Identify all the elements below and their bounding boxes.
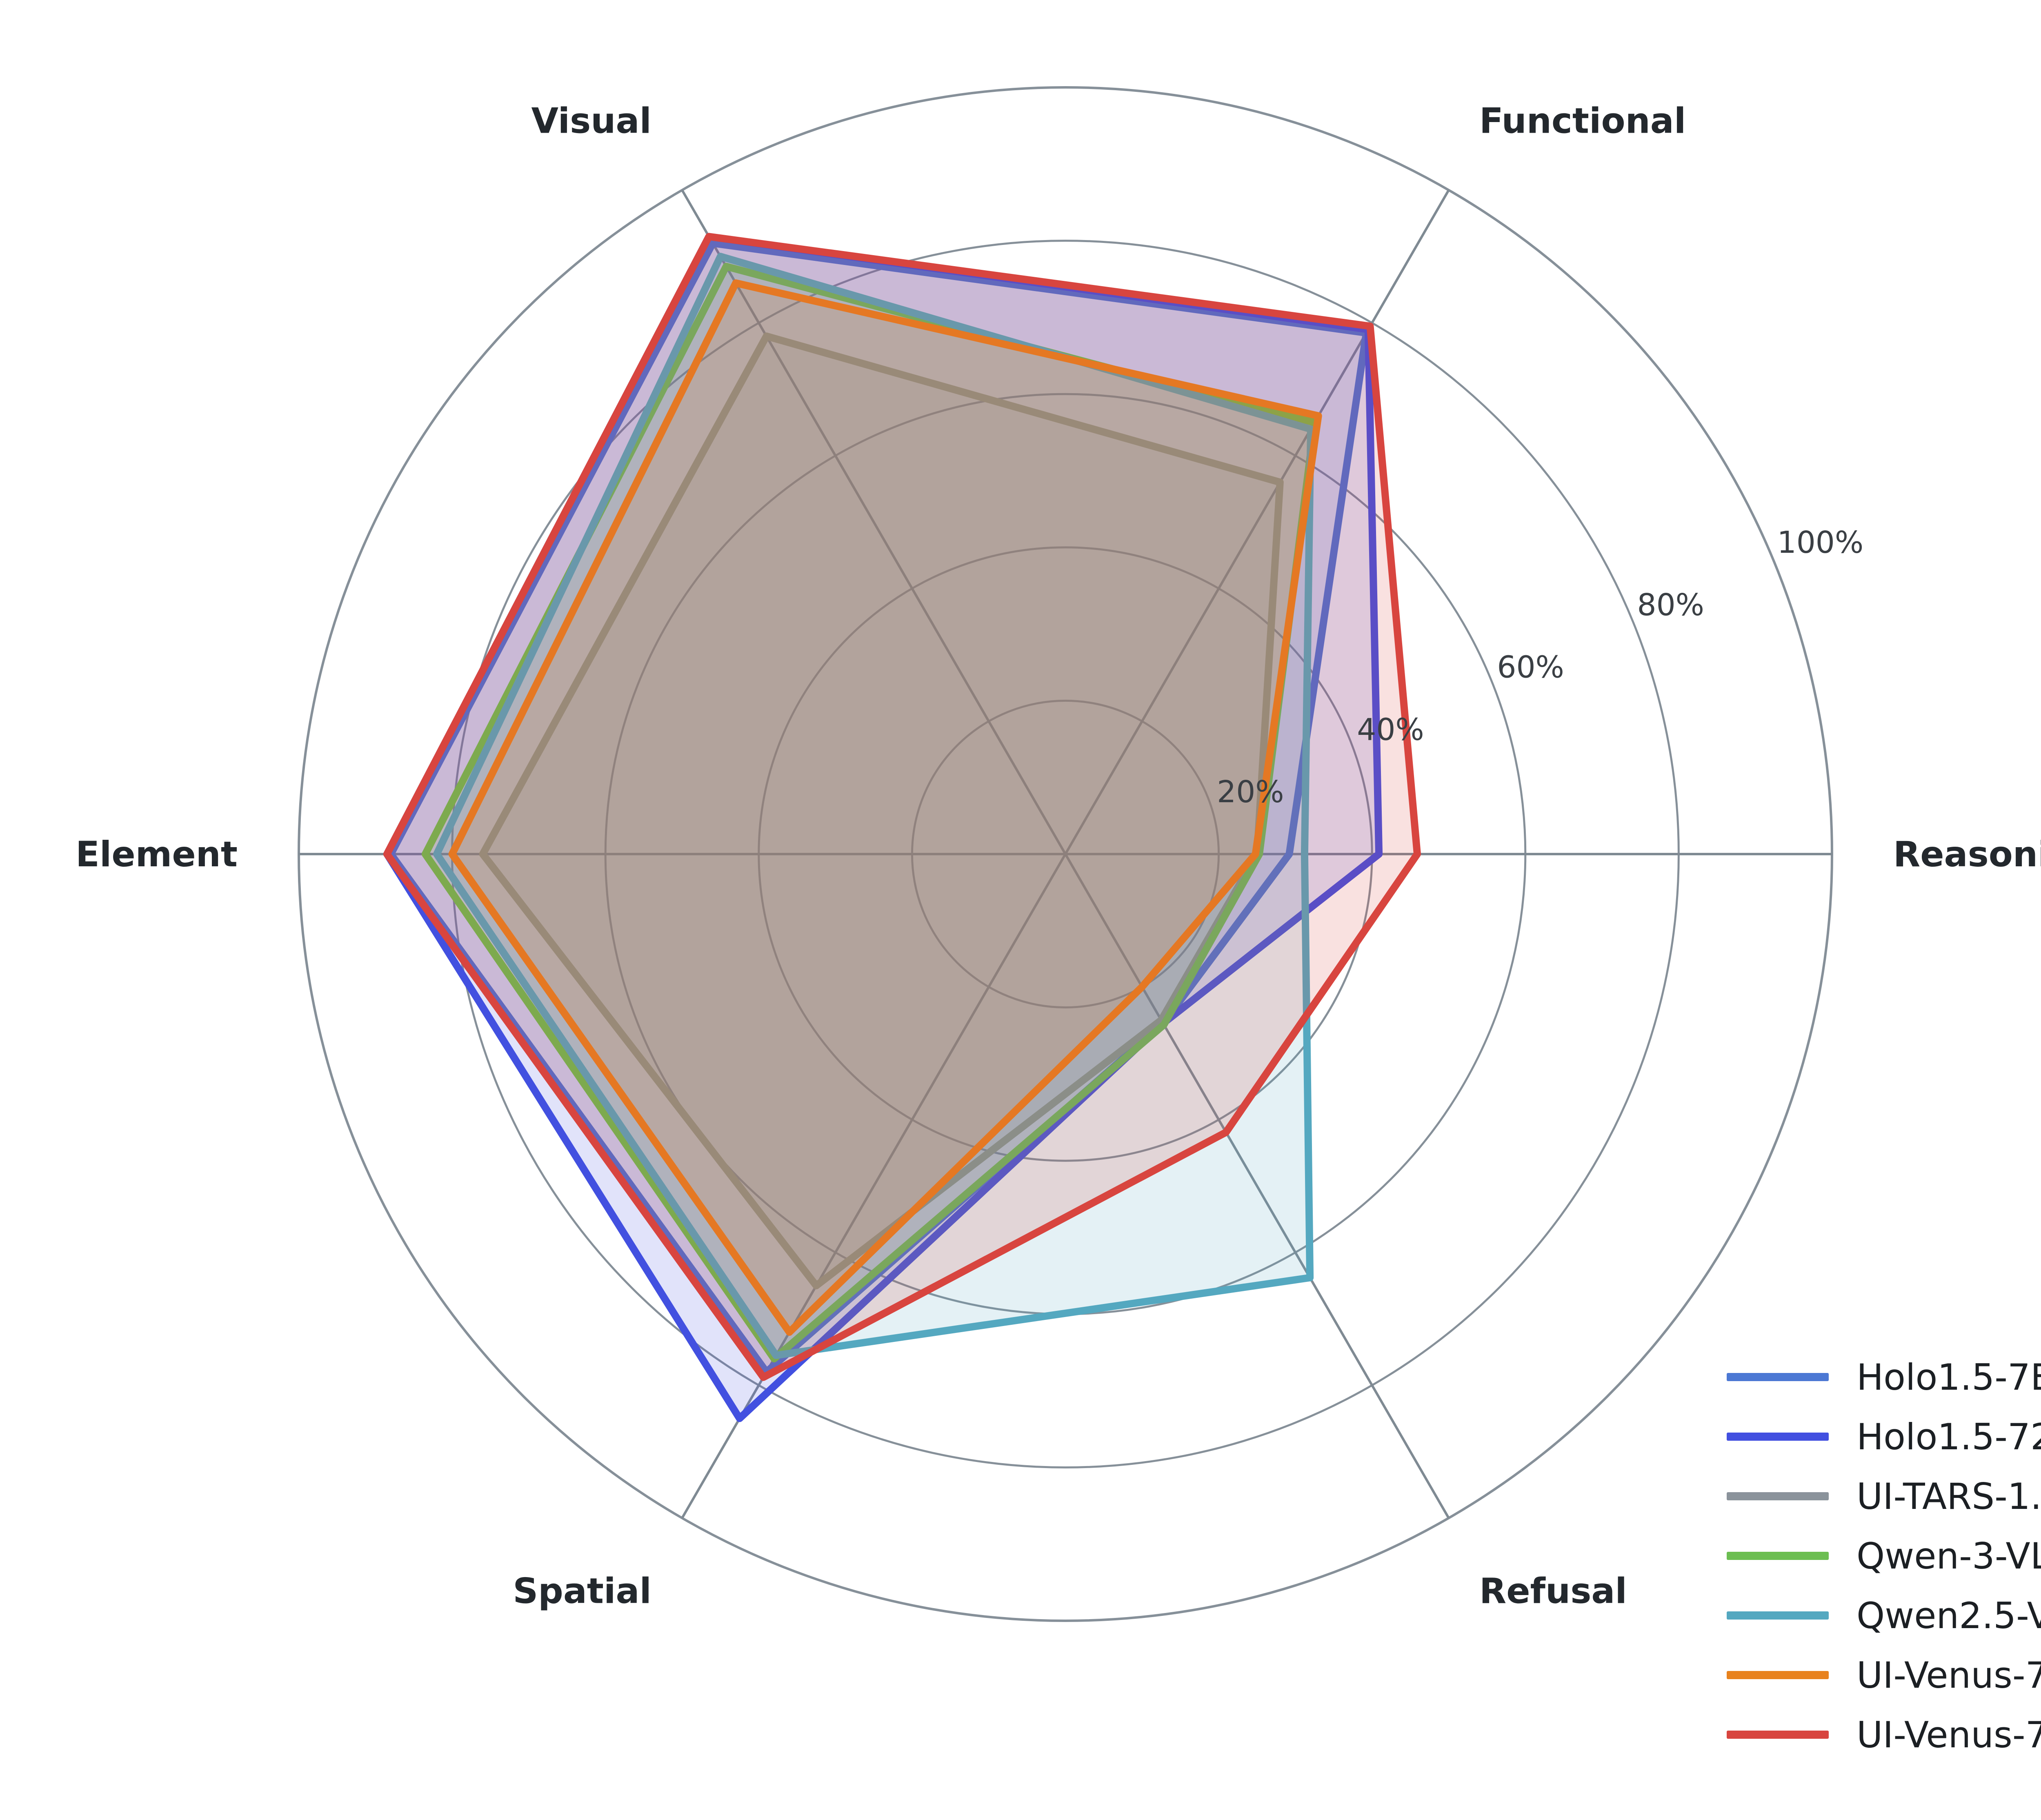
legend-label: UI-Venus-7B bbox=[1856, 1654, 2041, 1696]
axis-label-element: Element bbox=[76, 834, 238, 875]
axis-label-spatial: Spatial bbox=[513, 1571, 651, 1611]
axis-label-reasoning: Reasoning bbox=[1893, 834, 2041, 875]
legend-label: Qwen-3-VL-4B bbox=[1856, 1535, 2041, 1577]
legend-color-swatch bbox=[1727, 1731, 1829, 1739]
series-line bbox=[433, 253, 1314, 1359]
legend-item[interactable]: UI-Venus-72B bbox=[1727, 1705, 2041, 1764]
legend-color-swatch bbox=[1727, 1611, 1829, 1620]
legend-item[interactable]: Holo1.5-7B bbox=[1727, 1347, 2041, 1407]
axis-spokes bbox=[299, 189, 1832, 1519]
legend-color-swatch bbox=[1727, 1433, 1829, 1441]
legend-color-swatch bbox=[1727, 1373, 1829, 1381]
radial-tick-label: 40% bbox=[1357, 712, 1424, 747]
radial-tick-labels: 20% 40% 60% 80% 100% bbox=[1217, 525, 1863, 810]
series-area bbox=[391, 243, 1367, 1372]
legend-label: Holo1.5-7B bbox=[1856, 1356, 2041, 1398]
legend-label: UI-Venus-72B bbox=[1856, 1713, 2041, 1756]
legend-color-swatch bbox=[1727, 1671, 1829, 1679]
radial-tick-label: 80% bbox=[1637, 587, 1704, 623]
legend-item[interactable]: Holo1.5-72B bbox=[1727, 1407, 2041, 1466]
radial-tick-label: 100% bbox=[1777, 525, 1864, 560]
legend-label: Qwen2.5-VL-72B bbox=[1856, 1594, 2041, 1637]
legend-item[interactable]: Qwen-3-VL-4B bbox=[1727, 1526, 2041, 1586]
series-line bbox=[479, 332, 1284, 1290]
axis-spoke bbox=[681, 853, 1067, 1519]
axis-category-labels: Reasoning Functional Visual Element Spatial R… bbox=[76, 101, 2041, 1612]
legend-item[interactable]: UI-Venus-7B bbox=[1727, 1645, 2041, 1705]
legend-label: UI-TARS-1.5-7B bbox=[1856, 1475, 2041, 1517]
axis-label-functional: Functional bbox=[1479, 101, 1686, 142]
axis-label-visual: Visual bbox=[531, 101, 651, 142]
series-area bbox=[437, 256, 1311, 1355]
axis-label-refusal: Refusal bbox=[1479, 1571, 1627, 1611]
axis-spoke bbox=[1064, 189, 1450, 855]
series-line bbox=[383, 233, 1421, 1381]
axis-spoke bbox=[1064, 853, 1450, 1519]
legend-label: Holo1.5-72B bbox=[1856, 1415, 2041, 1458]
series-area bbox=[387, 236, 1417, 1377]
chart-legend: Holo1.5-7B Holo1.5-72B UI-TARS-1.5-7B Qwen-… bbox=[1727, 1347, 2041, 1764]
series-polygons bbox=[383, 233, 1421, 1422]
series-area bbox=[452, 283, 1318, 1332]
legend-color-swatch bbox=[1727, 1492, 1829, 1500]
legend-color-swatch bbox=[1727, 1552, 1829, 1560]
legend-item[interactable]: Qwen2.5-VL-72B bbox=[1727, 1586, 2041, 1645]
legend-item[interactable]: UI-TARS-1.5-7B bbox=[1727, 1466, 2041, 1526]
axis-spoke bbox=[681, 189, 1067, 855]
series-line bbox=[448, 279, 1322, 1336]
series-area bbox=[387, 236, 1379, 1419]
radial-tick-label: 20% bbox=[1217, 774, 1284, 810]
radial-tick-label: 60% bbox=[1497, 650, 1564, 685]
